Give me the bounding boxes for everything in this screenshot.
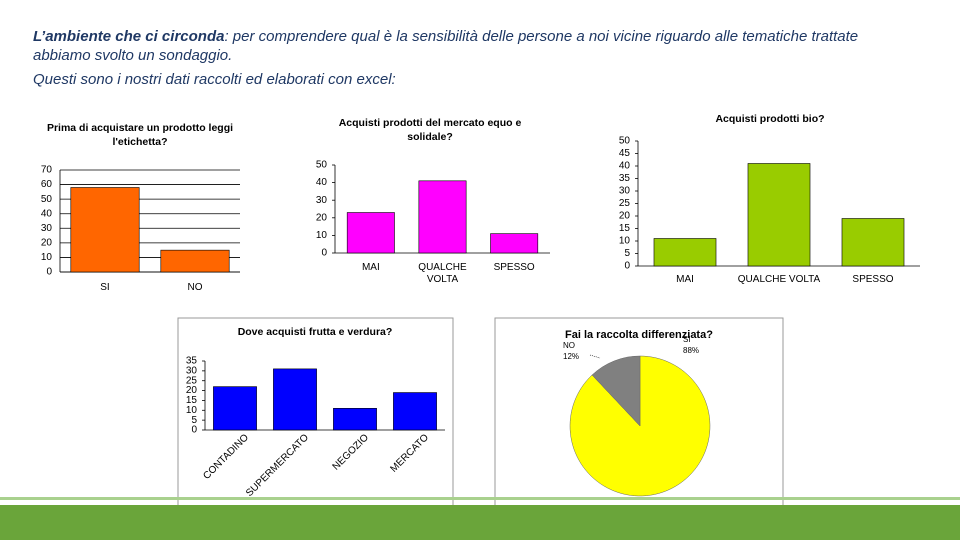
intro-text: L’ambiente che ci circonda: per comprend… [33,27,893,65]
y-tick-label: 10 [316,230,328,241]
y-tick-label: 10 [186,405,198,416]
y-tick-label: 50 [41,194,53,205]
bar [841,218,905,267]
y-tick-label: 30 [316,195,328,206]
y-tick-label: 30 [41,223,53,234]
chart-title: Dove acquisti frutta e verdura? [237,326,393,338]
slice-label: NO [563,341,575,350]
y-tick-label: 25 [619,198,631,209]
bar [333,408,377,431]
y-tick-label: 0 [46,267,52,278]
y-tick-label: 30 [619,186,631,197]
bar [346,212,395,254]
y-tick-label: 20 [41,237,53,248]
chart-title: Acquisti prodotti del mercato equo e sol… [338,117,522,143]
bar [160,249,230,273]
y-tick-label: 30 [186,365,198,376]
x-tick-label: SI [100,282,110,293]
chart-title: Fai la raccolta differenziata? [565,329,713,341]
chart-title: Prima di acquistare un prodotto leggi l'… [46,122,234,148]
y-tick-label: 0 [624,261,630,272]
x-tick-label: QUALCHE VOLTA [418,262,467,285]
bar [490,233,539,254]
y-tick-label: 20 [619,211,631,222]
y-tick-label: 15 [186,395,198,406]
y-tick-label: 20 [316,212,328,223]
y-tick-label: 50 [619,136,631,147]
y-tick-label: 45 [619,148,631,159]
bar [213,386,257,431]
y-tick-label: 35 [619,173,631,184]
y-tick-label: 60 [41,179,53,190]
y-tick-label: 10 [41,252,53,263]
bar [747,163,811,267]
bar [393,392,437,431]
y-tick-label: 5 [624,248,630,259]
y-tick-label: 20 [186,385,198,396]
bar [418,180,467,254]
x-tick-label: SPESSO [493,262,535,273]
y-tick-label: 5 [191,415,197,426]
x-tick-label: SPESSO [852,274,894,285]
bar [273,368,317,431]
y-tick-label: 40 [41,208,53,219]
intro-line: Questi sono i nostri dati raccolti ed el… [33,71,396,88]
intro-title: L’ambiente che ci circonda [33,28,225,45]
footer-line [0,497,960,500]
y-tick-label: 50 [316,160,328,171]
x-tick-label: NO [187,282,203,293]
y-tick-label: 40 [316,177,328,188]
slice-value: 12% [563,352,579,361]
bar [653,238,717,267]
intro-body: : per comprendere qual è la sensibilità … [33,28,859,64]
y-tick-label: 15 [619,223,631,234]
slice-value: 88% [683,346,699,355]
x-tick-label: QUALCHE VOLTA [737,274,821,285]
y-tick-label: 35 [186,356,198,367]
y-tick-label: 70 [41,165,53,176]
slice-label: SI [683,335,691,344]
x-tick-label: MAI [676,274,694,285]
y-tick-label: 25 [186,375,198,386]
y-tick-label: 10 [619,236,631,247]
footer-band [0,505,960,540]
y-tick-label: 0 [191,425,197,436]
bar [70,187,140,273]
y-tick-label: 0 [321,248,327,259]
x-tick-label: MAI [361,262,380,273]
chart-title: Acquisti prodotti bio? [715,113,825,125]
y-tick-label: 40 [619,161,631,172]
pie-slice [591,355,641,427]
leader-line [589,354,601,359]
